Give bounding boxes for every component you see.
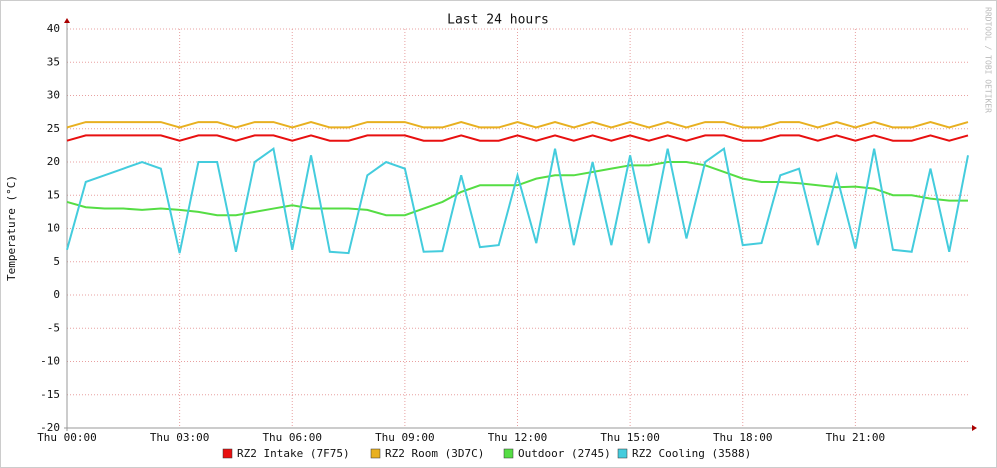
- x-tick-label: Thu 21:00: [826, 431, 886, 444]
- chart-title: Last 24 hours: [447, 13, 549, 28]
- y-tick-label: 25: [47, 122, 60, 135]
- x-tick-label: Thu 00:00: [37, 431, 97, 444]
- series-line: [66, 134, 969, 142]
- legend-label: Outdoor (2745): [518, 447, 611, 460]
- y-tick-label: 20: [47, 155, 60, 168]
- y-tick-label: 30: [47, 89, 60, 102]
- legend-label: RZ2 Room (3D7C): [385, 447, 484, 460]
- y-tick-label: 15: [47, 188, 60, 201]
- x-tick-label: Thu 12:00: [488, 431, 548, 444]
- series-line: [66, 161, 968, 217]
- y-tick-label: 35: [47, 55, 60, 68]
- y-tick-label: 0: [53, 288, 60, 301]
- x-tick-label: Thu 09:00: [375, 431, 435, 444]
- y-tick-label: -15: [40, 388, 60, 401]
- axis-arrow: [64, 18, 70, 23]
- series-line: [66, 121, 969, 129]
- legend-swatch: [617, 448, 628, 459]
- legend-label: RZ2 Intake (7F75): [237, 447, 350, 460]
- y-tick-label: 40: [47, 22, 60, 35]
- legend-swatch: [370, 448, 381, 459]
- legend-swatch: [222, 448, 233, 459]
- y-tick-label: -10: [40, 355, 60, 368]
- y-tick-label: 5: [53, 255, 60, 268]
- legend-swatch: [503, 448, 514, 459]
- x-tick-label: Thu 18:00: [713, 431, 773, 444]
- series-line: [66, 146, 969, 255]
- axis-arrow: [972, 425, 977, 431]
- y-tick-label: -20: [40, 421, 60, 434]
- x-tick-label: Thu 15:00: [600, 431, 660, 444]
- y-tick-label: -5: [47, 321, 60, 334]
- watermark: RRDTOOL / TOBI OETIKER: [984, 7, 993, 113]
- y-axis-label: Temperature (°C): [5, 175, 18, 281]
- x-tick-label: Thu 06:00: [262, 431, 322, 444]
- x-tick-label: Thu 03:00: [150, 431, 210, 444]
- legend-label: RZ2 Cooling (3588): [632, 447, 751, 460]
- y-tick-label: 10: [47, 222, 60, 235]
